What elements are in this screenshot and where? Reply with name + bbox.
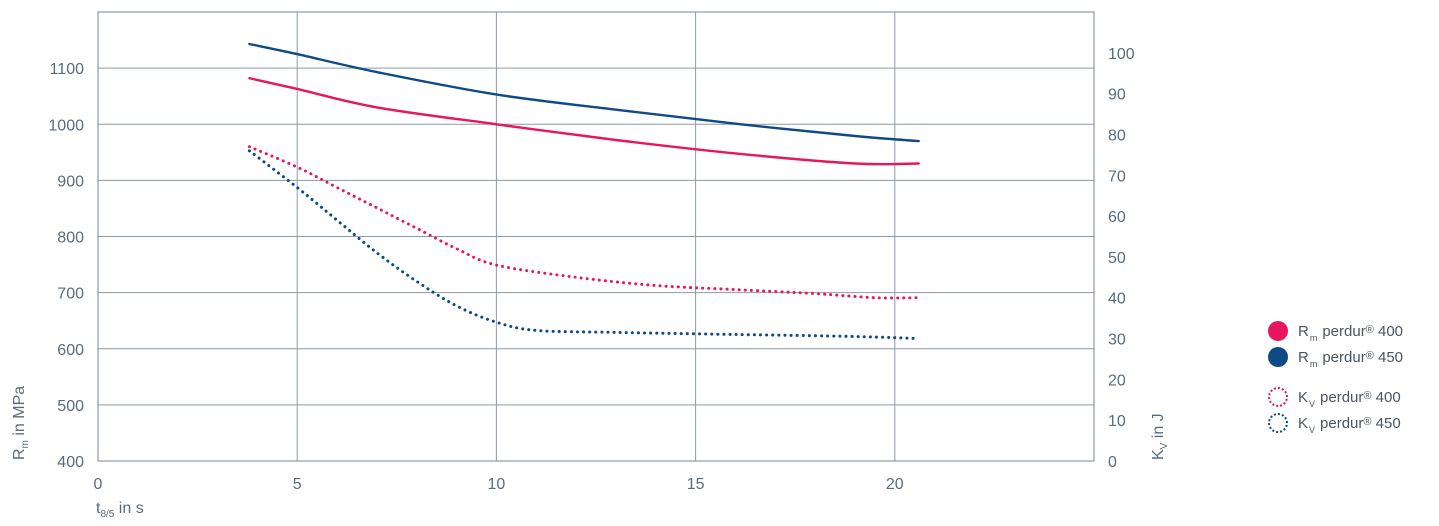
series-layer — [247, 42, 921, 340]
y-left-tick-label: 500 — [57, 398, 84, 415]
y-right-tick-label: 80 — [1108, 127, 1126, 144]
y-left-tick-label: 900 — [57, 173, 84, 190]
y-right-axis-title: KV in J — [1150, 413, 1170, 460]
legend-label: Rm perdur® 400 — [1298, 322, 1404, 343]
y-left-tick-label: 400 — [57, 454, 84, 471]
y-right-tick-label: 100 — [1108, 46, 1135, 63]
tick-layer: 0 5 10 15 20 400 500 600 700 800 900 1000 1100 0 10 20 3… — [48, 46, 1134, 493]
dotted-pink-circle-icon — [1268, 387, 1288, 407]
grid — [98, 12, 1094, 461]
y-right-tick-label: 20 — [1108, 372, 1126, 389]
legend-item-rm-400[interactable]: Rm perdur® 400 — [1268, 318, 1433, 344]
y-right-tick-label: 70 — [1108, 168, 1126, 185]
y-left-tick-label: 600 — [57, 342, 84, 359]
legend-label: KV perdur® 450 — [1298, 414, 1401, 435]
x-tick-label: 5 — [293, 476, 302, 493]
legend-item-kv-400[interactable]: KV perdur® 400 — [1268, 384, 1433, 410]
y-left-tick-label: 800 — [57, 230, 84, 247]
legend-item-kv-450[interactable]: KV perdur® 450 — [1268, 410, 1433, 436]
y-right-tick-label: 40 — [1108, 291, 1126, 308]
y-right-tick-label: 10 — [1108, 413, 1126, 430]
y-left-axis-title: Rm in MPa — [11, 386, 31, 460]
y-right-tick-label: 90 — [1108, 87, 1126, 104]
y-left-tick-label: 1000 — [48, 117, 84, 134]
x-tick-label: 10 — [488, 476, 506, 493]
y-left-tick-label: 1100 — [50, 61, 85, 78]
y-right-tick-label: 0 — [1108, 454, 1117, 471]
series-line-3 — [247, 149, 921, 340]
legend: Rm perdur® 400 Rm perdur® 450 KV perdur® 40… — [1268, 318, 1433, 436]
y-right-tick-label: 30 — [1108, 332, 1126, 349]
x-tick-label: 20 — [886, 476, 904, 493]
series-line-0 — [248, 77, 920, 166]
solid-blue-circle-icon — [1268, 347, 1288, 367]
x-axis-title: t8/5 in s — [96, 500, 144, 520]
solid-pink-circle-icon — [1268, 321, 1288, 341]
dotted-blue-circle-icon — [1268, 413, 1288, 433]
x-tick-label: 0 — [94, 476, 103, 493]
y-right-tick-label: 50 — [1108, 250, 1126, 267]
legend-label: KV perdur® 400 — [1298, 388, 1401, 409]
legend-label: Rm perdur® 450 — [1298, 348, 1404, 369]
legend-item-rm-450[interactable]: Rm perdur® 450 — [1268, 344, 1433, 370]
y-right-tick-label: 60 — [1108, 209, 1126, 226]
x-tick-label: 15 — [687, 476, 705, 493]
series-line-1 — [248, 42, 920, 143]
y-left-tick-label: 700 — [57, 286, 84, 303]
series-line-2 — [247, 145, 921, 300]
